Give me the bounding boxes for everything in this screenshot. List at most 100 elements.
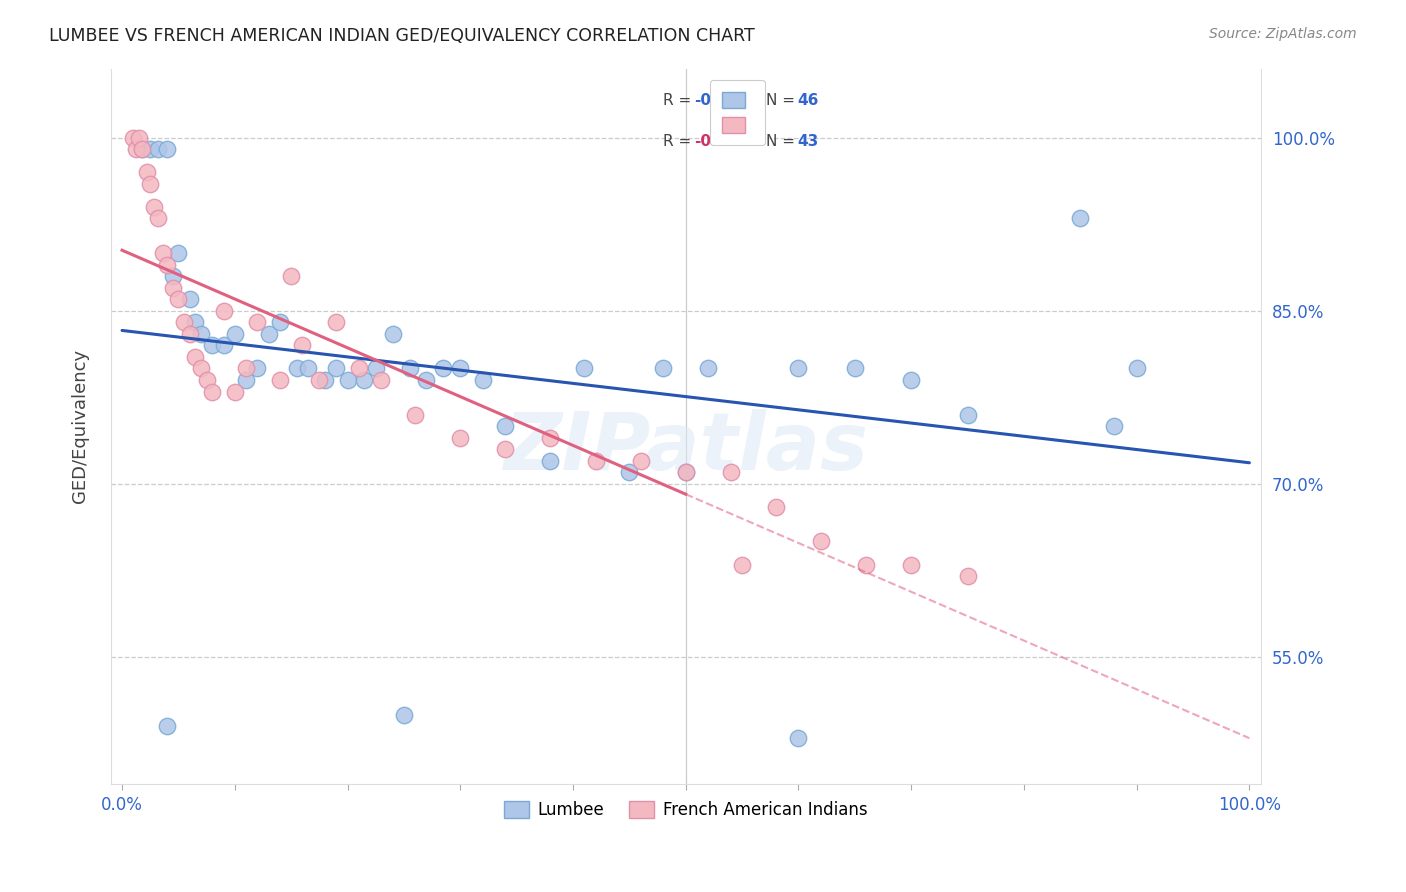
Point [900, 558, 922, 572]
Point [630, 454, 652, 468]
Point [585, 454, 607, 468]
Point [1102, 419, 1125, 434]
Point [370, 373, 392, 387]
Point [697, 361, 720, 376]
Point [432, 361, 454, 376]
Point [314, 373, 336, 387]
Point [184, 315, 207, 329]
Text: 46: 46 [797, 93, 818, 108]
Point [297, 361, 319, 376]
Point [415, 373, 437, 387]
Point [619, 465, 641, 479]
Point [201, 384, 224, 399]
Point [128, 130, 150, 145]
Point [398, 361, 420, 376]
Point [731, 558, 754, 572]
Point [347, 361, 370, 376]
Text: R =: R = [662, 134, 696, 149]
Point [201, 338, 224, 352]
Point [449, 431, 471, 445]
Point [1069, 211, 1091, 226]
Point [280, 269, 302, 284]
Point [449, 361, 471, 376]
Point [336, 373, 359, 387]
Point [246, 315, 269, 329]
Text: -0.298: -0.298 [693, 134, 748, 149]
Point [139, 177, 162, 191]
Point [156, 258, 179, 272]
Point [146, 211, 169, 226]
Text: Source: ZipAtlas.com: Source: ZipAtlas.com [1209, 27, 1357, 41]
Point [269, 373, 291, 387]
Point [1125, 361, 1147, 376]
Point [131, 142, 153, 156]
Point [574, 361, 596, 376]
Point [235, 361, 257, 376]
Point [184, 350, 207, 364]
Text: -0.018: -0.018 [693, 93, 748, 108]
Point [179, 292, 201, 306]
Point [844, 361, 866, 376]
Point [195, 373, 218, 387]
Point [956, 569, 979, 583]
Point [257, 326, 280, 341]
Point [135, 165, 157, 179]
Point [190, 361, 212, 376]
Point [152, 246, 174, 260]
Point [900, 373, 922, 387]
Point [156, 142, 179, 156]
Point [235, 373, 257, 387]
Point [224, 384, 246, 399]
Point [810, 534, 832, 549]
Point [855, 558, 877, 572]
Point [652, 361, 675, 376]
Point [285, 361, 308, 376]
Point [167, 292, 190, 306]
Point [381, 326, 404, 341]
Point [190, 326, 212, 341]
Point [956, 408, 979, 422]
Point [167, 246, 190, 260]
Point [156, 719, 179, 733]
Point [212, 338, 235, 352]
Point [353, 373, 375, 387]
Legend: Lumbee, French American Indians: Lumbee, French American Indians [498, 794, 875, 825]
Point [325, 315, 347, 329]
Point [404, 408, 426, 422]
Point [139, 142, 162, 156]
Point [494, 419, 516, 434]
Point [212, 303, 235, 318]
Point [787, 361, 810, 376]
Point [494, 442, 516, 457]
Point [131, 142, 153, 156]
Point [364, 361, 387, 376]
Point [675, 465, 697, 479]
Point [538, 431, 561, 445]
Point [224, 326, 246, 341]
Point [269, 315, 291, 329]
Point [538, 454, 561, 468]
Point [392, 707, 415, 722]
Point [246, 361, 269, 376]
Point [142, 200, 165, 214]
Point [179, 326, 201, 341]
Point [308, 373, 330, 387]
Point [162, 269, 184, 284]
Point [173, 315, 195, 329]
Point [146, 142, 169, 156]
Text: 43: 43 [797, 134, 818, 149]
Text: R =: R = [662, 93, 696, 108]
Point [675, 465, 697, 479]
Text: N =: N = [766, 93, 800, 108]
Point [787, 731, 810, 745]
Text: N =: N = [766, 134, 800, 149]
Text: LUMBEE VS FRENCH AMERICAN INDIAN GED/EQUIVALENCY CORRELATION CHART: LUMBEE VS FRENCH AMERICAN INDIAN GED/EQU… [49, 27, 755, 45]
Point [720, 465, 742, 479]
Text: ZIPatlas: ZIPatlas [503, 409, 869, 486]
Y-axis label: GED/Equivalency: GED/Equivalency [72, 349, 89, 503]
Point [162, 281, 184, 295]
Point [471, 373, 494, 387]
Point [291, 338, 314, 352]
Point [325, 361, 347, 376]
Point [124, 142, 146, 156]
